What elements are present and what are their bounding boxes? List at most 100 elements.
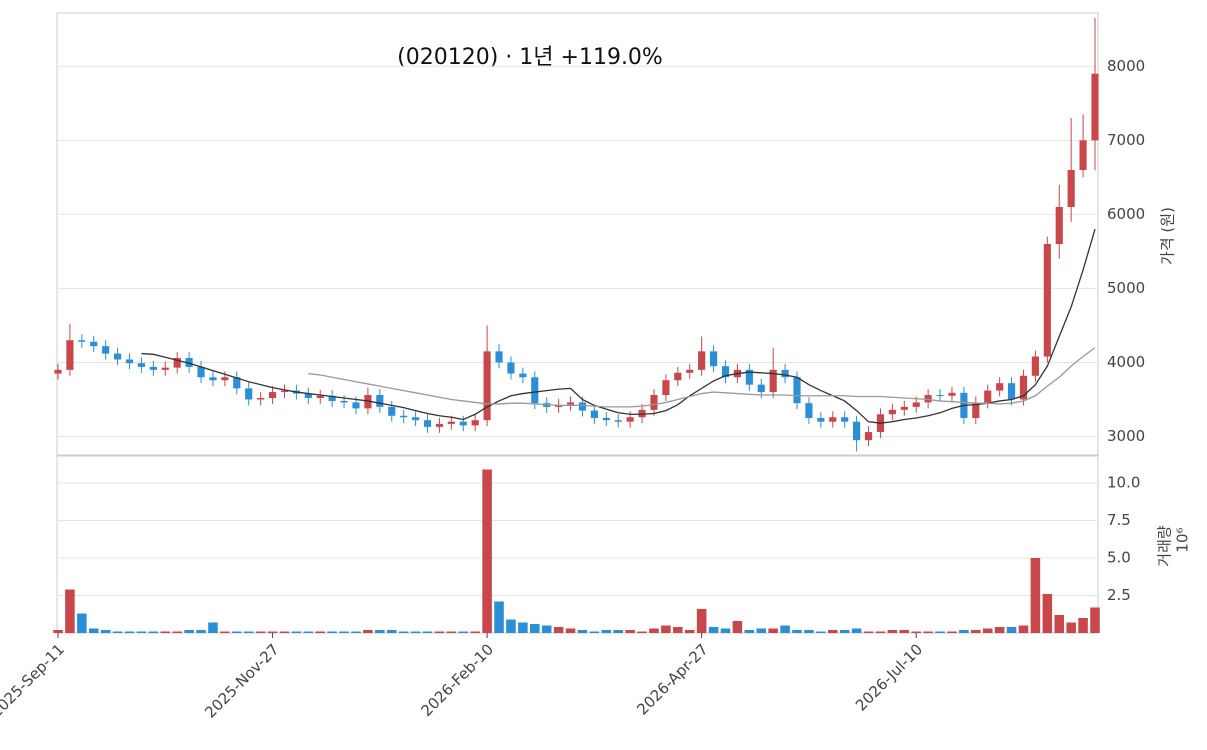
candle-body [793,377,801,404]
candle-body [280,390,289,393]
candle-body [328,395,336,401]
candle-body [888,409,896,415]
volume-bar [828,630,838,633]
volume-bar [196,630,206,633]
volume-bar [100,630,111,633]
candle-body [984,390,992,403]
candle-body [912,402,920,407]
volume-bar [851,628,862,633]
x-tick-label: 2026-Apr-27 [633,640,711,718]
volume-bar [649,628,659,633]
candle-body [817,417,825,422]
volume-bar [1078,618,1088,633]
candle-body [757,384,765,393]
volume-bar [136,631,147,633]
volume-bar [1054,615,1065,633]
volume-bar [77,613,87,633]
candle-body [519,373,527,378]
volume-bar [541,625,552,633]
candle-body [650,395,658,410]
volume-bar [422,631,433,633]
volume-bar [88,628,99,633]
volume-bar [732,621,743,633]
candle-body [173,358,181,368]
candle-body [1007,383,1016,400]
candle-body [304,393,312,398]
volume-bar [386,630,397,633]
volume-bar [923,631,933,633]
volume-bar [816,631,826,633]
candle-body [721,366,730,378]
candle-body [626,417,634,422]
volume-bar [208,622,218,633]
volume-bar [446,631,457,633]
candle-body [662,380,670,396]
candle-body [54,369,62,374]
candle-body [936,395,944,397]
volume-bar [1042,594,1053,633]
volume-bar [959,630,969,633]
volume-bar [518,622,528,633]
candle-body [602,417,610,421]
volume-bar [696,609,707,633]
candle-body [245,388,253,400]
y-tick-label: 3000 [1107,427,1145,445]
volume-bar [613,630,623,633]
volume-bar [243,631,254,633]
candle-body [1067,169,1075,207]
candle-body [459,421,467,426]
volume-bar [267,631,278,633]
volume-bar [351,631,361,633]
candle-body [698,351,706,370]
volume-bar [315,631,325,633]
candle-body [412,417,420,421]
y-tick-label: 4000 [1107,353,1145,371]
candle-body [400,415,408,418]
volume-bar [935,631,945,633]
volume-bar [982,628,993,633]
candle-body [495,351,503,363]
volume-bar [530,624,540,633]
candle-body [471,420,479,426]
volume-bar [720,628,731,633]
volume-bar [434,631,445,633]
volume-bar [172,631,182,633]
volume-bar [220,631,230,633]
candle-body [435,423,444,427]
candle-body [268,392,277,398]
x-tick-label: 2025-Nov-27 [201,640,282,721]
volume-bar [255,631,266,633]
volume-bar [577,630,588,633]
candle-body [423,420,432,427]
candle-body [745,369,753,385]
volume-bar [398,631,409,633]
candle-body [674,372,682,381]
candle-body [1043,243,1051,357]
volume-bar [1090,607,1100,633]
volume-bar [565,628,576,633]
volume-bar [339,631,349,633]
volume-bar [947,631,957,633]
volume-bar [625,630,635,633]
volume-bar [792,630,802,633]
volume-bar [887,630,898,633]
candle-body [566,402,575,405]
candle-body [805,403,813,418]
x-tick-label: 2026-Feb-10 [417,640,497,720]
volume-bar [458,631,469,633]
candle-body [185,358,193,367]
volume-axis-label: 거래량 [1156,525,1174,567]
candle-body [853,421,861,441]
volume-bar [780,625,790,633]
volume-bar [971,630,981,633]
candle-body [209,377,217,381]
volume-bar [1006,627,1017,633]
candle-body [66,340,74,370]
volume-unit: 10⁶ [1174,527,1192,552]
candle-body [531,377,539,404]
volume-bar [375,630,385,633]
y-axis-label: 가격 (원) [1159,207,1177,265]
candle-body [221,377,229,381]
volume-bar [494,601,504,633]
